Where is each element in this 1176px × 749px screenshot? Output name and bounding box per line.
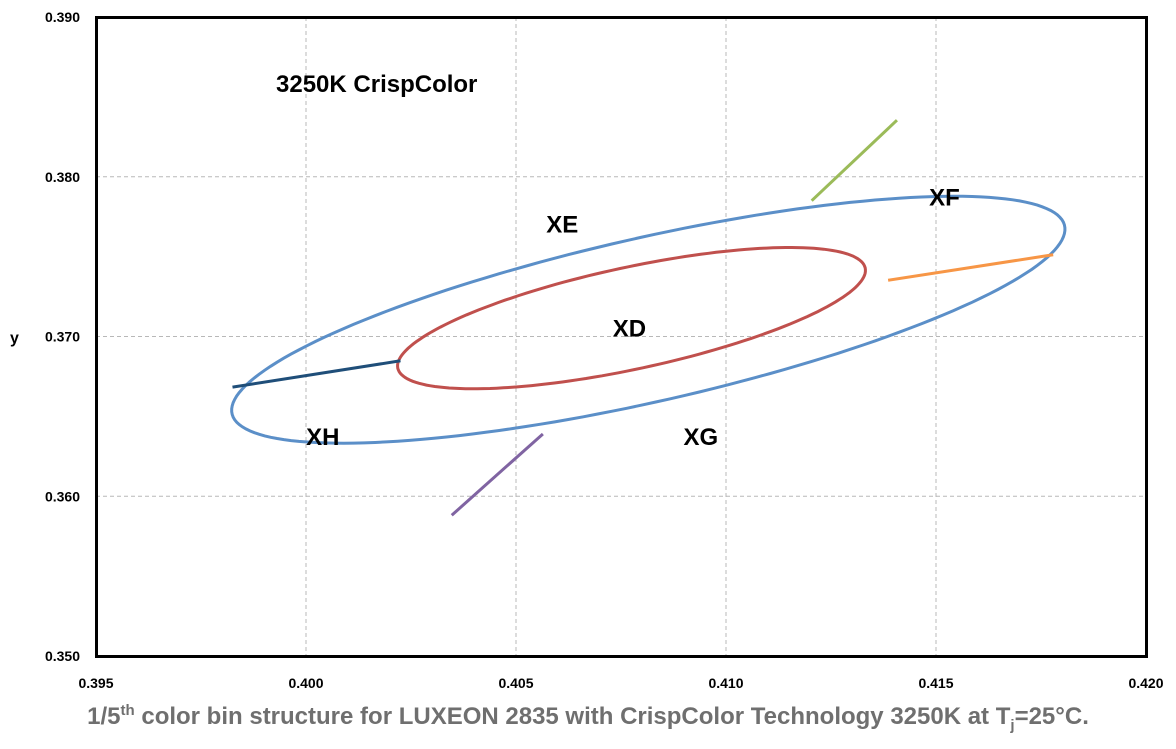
- x-tick-label: 0.395: [78, 675, 113, 691]
- chart-title: 3250K CrispColor: [276, 71, 477, 98]
- region-label-xd: XD: [613, 316, 646, 343]
- bin-curves: [230, 119, 1067, 517]
- x-tick-label: 0.415: [918, 675, 953, 691]
- y-tick-label: 0.390: [45, 9, 80, 25]
- region-label-xf: XF: [929, 185, 960, 212]
- x-tick-label: 0.405: [498, 675, 533, 691]
- tick-labels: 0.395 0.400 0.405 0.410 0.415 0.420 0.350 0.360…: [45, 9, 1164, 691]
- figure-caption: 1/5th color bin structure for LUXEON 283…: [0, 702, 1176, 734]
- grid: [96, 17, 1146, 656]
- bin-divider-3: [450, 432, 544, 517]
- caption-sub: j: [1010, 716, 1015, 734]
- x-tick-label: 0.420: [1128, 675, 1163, 691]
- ellipse-outer: [230, 194, 1067, 445]
- caption-part2: color bin structure for LUXEON 2835 with…: [134, 703, 1011, 730]
- region-labels: XD XE XF XG XH: [306, 185, 960, 452]
- x-tick-label: 0.410: [708, 675, 743, 691]
- chart: 0.395 0.400 0.405 0.410 0.415 0.420 0.350 0.360…: [10, 9, 1164, 691]
- bin-divider-1: [810, 119, 898, 202]
- region-label-xg: XG: [683, 424, 718, 451]
- region-label-xh: XH: [306, 424, 339, 451]
- bin-divider-4: [232, 359, 401, 389]
- ellipse-inner: [396, 246, 867, 391]
- caption-part3: =25°C.: [1014, 703, 1089, 730]
- x-tick-label: 0.400: [288, 675, 323, 691]
- region-label-xe: XE: [546, 212, 578, 239]
- plot-frame: [95, 16, 1148, 658]
- caption-sup: th: [120, 702, 135, 719]
- y-axis-label: y: [10, 330, 19, 347]
- caption-part1: 1/5: [87, 703, 121, 730]
- y-tick-label: 0.370: [45, 329, 80, 345]
- y-tick-label: 0.350: [45, 648, 80, 664]
- bin-divider-2: [887, 253, 1054, 282]
- y-tick-label: 0.380: [45, 169, 80, 185]
- y-tick-label: 0.360: [45, 488, 80, 504]
